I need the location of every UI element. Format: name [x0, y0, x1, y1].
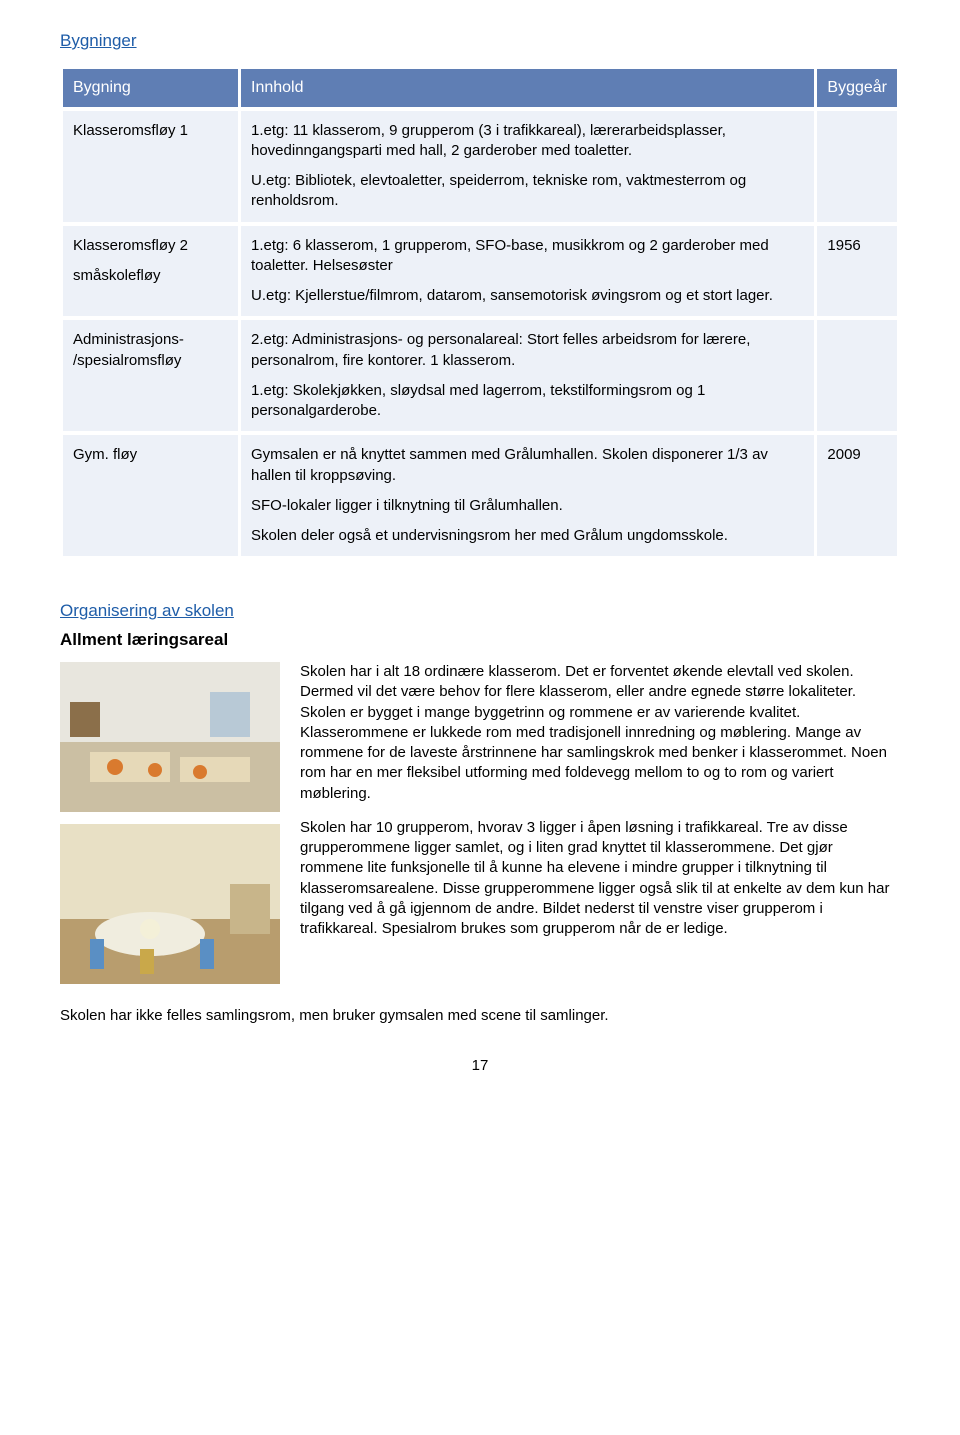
- footer-paragraph: Skolen har ikke felles samlingsrom, men …: [60, 1006, 900, 1026]
- section-title-bygninger: Bygninger: [60, 30, 900, 53]
- cell-byggear: [817, 320, 897, 431]
- cell-bygning: Klasseromsfløy 1: [63, 111, 238, 222]
- cell-line: Klasseromsfløy 2: [73, 236, 228, 256]
- classroom-photo: [60, 662, 280, 812]
- cell-innhold: 2.etg: Administrasjons- og personalareal…: [241, 320, 814, 431]
- cell-line: småskolefløy: [73, 266, 228, 286]
- cell-innhold: Gymsalen er nå knyttet sammen med Grålum…: [241, 435, 814, 556]
- subsection-title: Allment læringsareal: [60, 629, 900, 652]
- grouproom-photo-svg: [60, 824, 280, 984]
- cell-paragraph: U.etg: Kjellerstue/filmrom, datarom, san…: [251, 286, 804, 306]
- cell-paragraph: Skolen deler også et undervisningsrom he…: [251, 526, 804, 546]
- body-two-column: Skolen har i alt 18 ordinære klasserom. …: [60, 662, 900, 996]
- cell-innhold: 1.etg: 6 klasserom, 1 grupperom, SFO-bas…: [241, 226, 814, 317]
- cell-innhold: 1.etg: 11 klasserom, 9 grupperom (3 i tr…: [241, 111, 814, 222]
- table-row: Klasseromsfløy 1 1.etg: 11 klasserom, 9 …: [63, 111, 897, 222]
- cell-paragraph: SFO-lokaler ligger i tilknytning til Grå…: [251, 496, 804, 516]
- buildings-table: Bygning Innhold Byggeår Klasseromsfløy 1…: [60, 65, 900, 560]
- classroom-photo-svg: [60, 662, 280, 812]
- image-column: [60, 662, 280, 996]
- cell-paragraph: Gymsalen er nå knyttet sammen med Grålum…: [251, 445, 804, 486]
- grouproom-photo: [60, 824, 280, 984]
- cell-byggear: 1956: [817, 226, 897, 317]
- cell-paragraph: 1.etg: 6 klasserom, 1 grupperom, SFO-bas…: [251, 236, 804, 277]
- cell-paragraph: 1.etg: 11 klasserom, 9 grupperom (3 i tr…: [251, 121, 804, 162]
- cell-paragraph: 1.etg: Skolekjøkken, sløydsal med lagerr…: [251, 381, 804, 422]
- cell-byggear: 2009: [817, 435, 897, 556]
- body-paragraph: Skolen har 10 grupperom, hvorav 3 ligger…: [300, 818, 900, 940]
- cell-paragraph: U.etg: Bibliotek, elevtoaletter, speider…: [251, 171, 804, 212]
- th-innhold: Innhold: [241, 69, 814, 107]
- cell-paragraph: 2.etg: Administrasjons- og personalareal…: [251, 330, 804, 371]
- cell-bygning: Klasseromsfløy 2 småskolefløy: [63, 226, 238, 317]
- table-row: Klasseromsfløy 2 småskolefløy 1.etg: 6 k…: [63, 226, 897, 317]
- table-row: Administrasjons- /spesialromsfløy 2.etg:…: [63, 320, 897, 431]
- page-number: 17: [60, 1056, 900, 1076]
- cell-line: /spesialromsfløy: [73, 352, 181, 369]
- cell-bygning: Gym. fløy: [63, 435, 238, 556]
- th-byggear: Byggeår: [817, 69, 897, 107]
- table-row: Gym. fløy Gymsalen er nå knyttet sammen …: [63, 435, 897, 556]
- cell-byggear: [817, 111, 897, 222]
- section-title-organisering: Organisering av skolen: [60, 600, 900, 623]
- th-bygning: Bygning: [63, 69, 238, 107]
- text-column: Skolen har i alt 18 ordinære klasserom. …: [300, 662, 900, 996]
- body-paragraph: Skolen har i alt 18 ordinære klasserom. …: [300, 662, 900, 804]
- cell-bygning: Administrasjons- /spesialromsfløy: [63, 320, 238, 431]
- cell-line: Administrasjons-: [73, 331, 184, 348]
